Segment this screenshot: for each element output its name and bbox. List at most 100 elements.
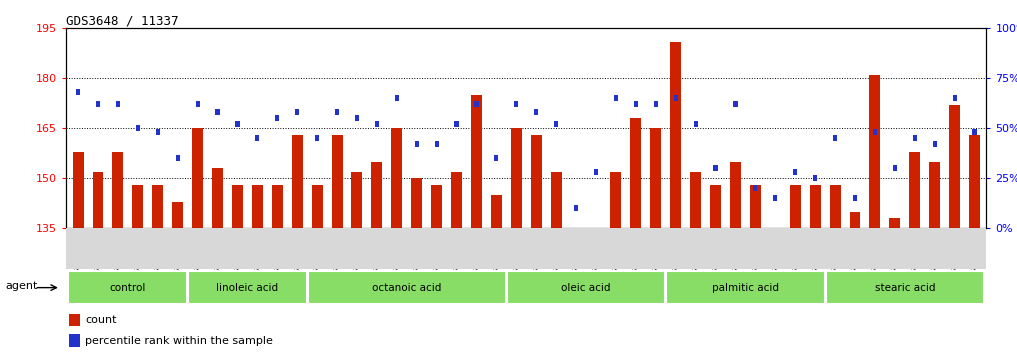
Bar (69, 334, 80, 347)
Bar (195, 101, 199, 107)
Bar (830, 185, 841, 228)
Bar (610, 172, 621, 228)
Bar (235, 121, 240, 127)
Bar (192, 129, 203, 228)
Bar (972, 129, 976, 135)
Bar (849, 212, 860, 228)
Bar (66, 228, 986, 269)
Bar (773, 195, 777, 201)
Text: GDS3648 / 11337: GDS3648 / 11337 (66, 14, 179, 27)
Bar (415, 141, 419, 147)
Bar (893, 165, 897, 171)
Bar (474, 101, 479, 107)
Bar (72, 152, 83, 228)
Bar (411, 178, 422, 228)
Bar (176, 155, 180, 161)
Bar (554, 121, 558, 127)
Bar (810, 185, 821, 228)
Bar (631, 118, 642, 228)
Bar (691, 172, 701, 228)
Bar (870, 75, 881, 228)
Bar (770, 228, 781, 235)
Bar (395, 95, 399, 101)
Bar (452, 172, 462, 228)
Bar (793, 169, 797, 175)
Text: oleic acid: oleic acid (561, 282, 611, 293)
Bar (172, 202, 183, 228)
Bar (534, 109, 538, 115)
Text: palmitic acid: palmitic acid (712, 282, 779, 293)
Bar (335, 109, 339, 115)
Bar (654, 101, 658, 107)
Bar (315, 135, 319, 141)
Bar (730, 162, 741, 228)
Bar (216, 109, 220, 115)
Bar (212, 169, 223, 228)
Bar (813, 175, 818, 181)
Bar (733, 101, 737, 107)
Bar (714, 165, 718, 171)
Bar (673, 95, 677, 101)
Bar (307, 271, 506, 304)
Text: octanoic acid: octanoic acid (372, 282, 441, 293)
Bar (76, 89, 80, 95)
Text: agent: agent (5, 281, 38, 291)
Bar (949, 105, 960, 228)
Bar (531, 135, 542, 228)
Bar (670, 42, 681, 228)
Bar (392, 129, 403, 228)
Bar (232, 185, 243, 228)
Bar (634, 101, 638, 107)
Bar (431, 185, 442, 228)
Bar (969, 135, 980, 228)
Bar (694, 121, 698, 127)
Bar (826, 271, 984, 304)
Bar (116, 101, 120, 107)
Text: control: control (110, 282, 146, 293)
Bar (455, 121, 459, 127)
Bar (614, 95, 618, 101)
Text: count: count (85, 315, 117, 325)
Bar (471, 95, 482, 228)
Bar (494, 155, 498, 161)
Bar (355, 115, 359, 121)
Bar (750, 185, 761, 228)
Bar (371, 162, 382, 228)
Bar (515, 101, 519, 107)
Bar (188, 271, 307, 304)
Bar (153, 185, 163, 228)
Bar (113, 152, 123, 228)
Bar (933, 141, 937, 147)
Bar (890, 218, 900, 228)
Bar (93, 172, 104, 228)
Bar (132, 185, 143, 228)
Bar (666, 271, 825, 304)
Bar (491, 195, 502, 228)
Bar (953, 95, 957, 101)
Bar (96, 101, 100, 107)
Bar (754, 185, 758, 191)
Bar (332, 135, 343, 228)
Bar (292, 135, 303, 228)
Bar (506, 271, 665, 304)
Bar (790, 185, 800, 228)
Bar (650, 129, 661, 228)
Bar (255, 135, 259, 141)
Bar (912, 135, 917, 141)
Bar (853, 195, 857, 201)
Text: stearic acid: stearic acid (875, 282, 935, 293)
Bar (69, 314, 80, 326)
Bar (252, 185, 262, 228)
Bar (833, 135, 837, 141)
Bar (156, 129, 160, 135)
Bar (311, 185, 322, 228)
Text: percentile rank within the sample: percentile rank within the sample (85, 336, 274, 346)
Bar (295, 109, 299, 115)
Bar (511, 129, 522, 228)
Bar (68, 271, 187, 304)
Bar (574, 205, 579, 211)
Bar (594, 169, 598, 175)
Bar (873, 129, 877, 135)
Bar (135, 125, 140, 131)
Bar (375, 121, 379, 127)
